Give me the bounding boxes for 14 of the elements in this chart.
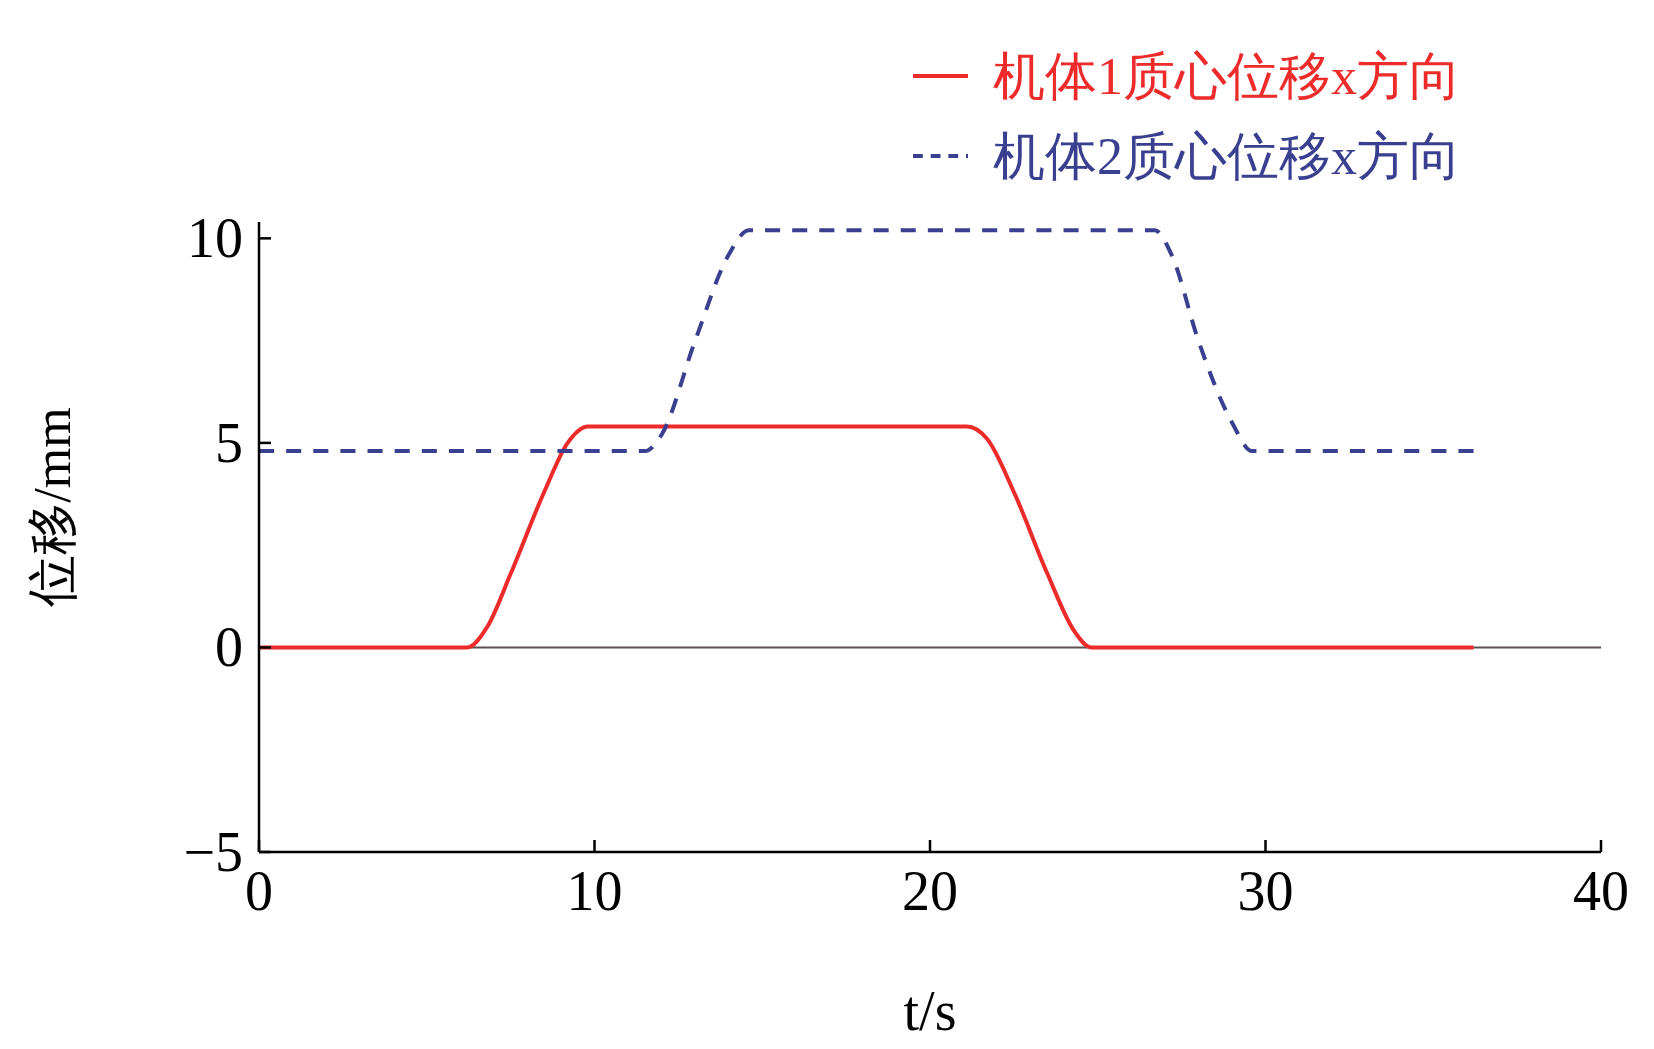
legend-label: 机体2质心位移x方向 [993,128,1461,185]
x-tick-label: 40 [1573,860,1629,922]
line-series [257,228,1476,454]
x-tick-label: 30 [1237,860,1294,922]
y-tick-label: −5 [183,821,243,883]
x-tick-label: 10 [566,860,623,922]
x-axis-title: t/s [903,980,957,1042]
y-tick-label: 10 [187,207,243,270]
y-axis-title: 位移/mm [24,407,81,607]
y-tick-label: 0 [215,616,243,679]
y-tick-label: 5 [215,411,243,474]
legend-label: 机体1质心位移x方向 [993,48,1461,105]
line-series [257,424,1476,650]
x-tick-label: 20 [902,860,958,922]
